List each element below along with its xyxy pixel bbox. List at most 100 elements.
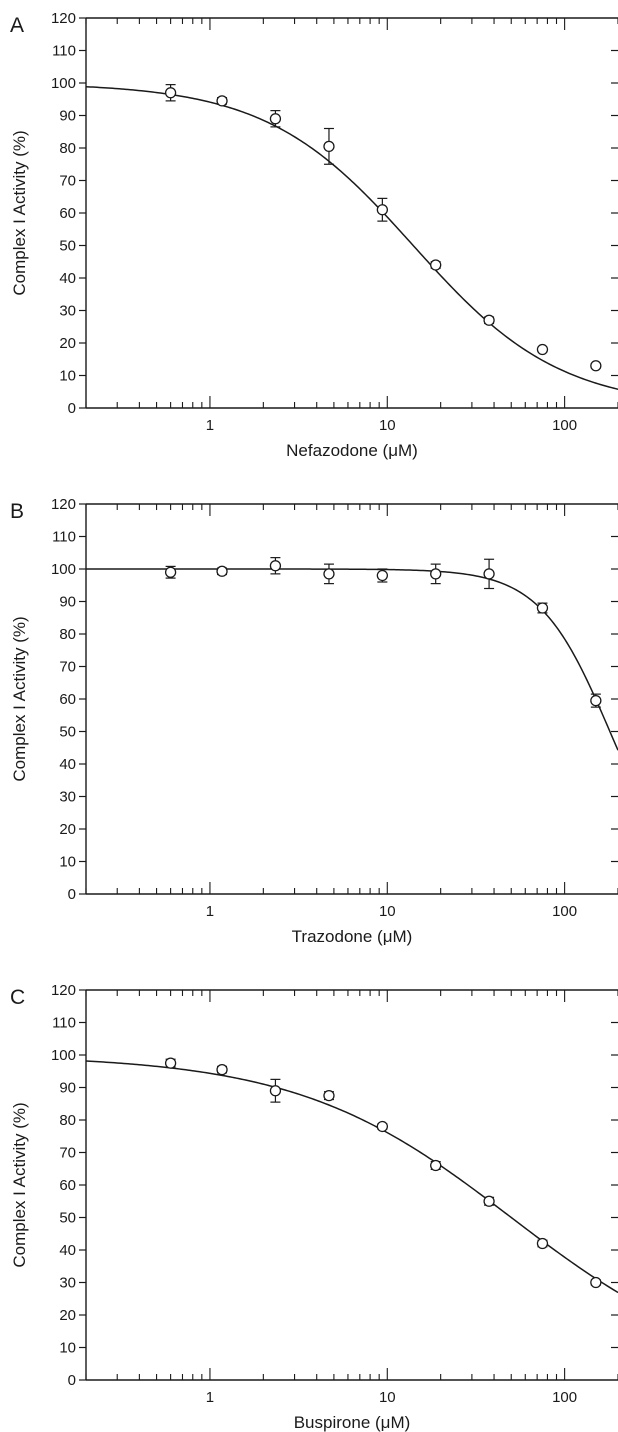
data-point [216,1063,228,1076]
y-tick-label: 120 [51,496,76,513]
x-tick-label: 1 [206,417,214,434]
data-point [216,565,228,577]
y-tick-label: 100 [51,1047,76,1064]
data-point-group [430,1159,442,1172]
fit-curve [86,1060,618,1294]
data-point [430,259,442,271]
x-axis-label: Nefazodone (μM) [286,441,418,460]
y-tick-label: 10 [59,368,76,385]
y-tick-label: 30 [59,1275,76,1292]
data-point-group [376,1120,389,1133]
data-point-group [536,1237,549,1250]
data-point-group [483,558,495,590]
fit-curve [86,568,618,751]
data-point [323,568,335,580]
y-tick-label: 0 [68,1372,76,1389]
y-tick-label: 120 [51,10,76,27]
y-tick-label: 60 [59,691,76,708]
y-tick-label: 110 [52,43,76,60]
y-tick-label: 80 [59,140,76,157]
y-tick-label: 70 [59,173,76,190]
y-tick-label: 20 [59,1307,76,1324]
data-point [376,1120,389,1133]
y-tick-label: 30 [59,303,76,320]
y-tick-label: 0 [68,886,76,903]
y-tick-label: 50 [59,724,76,741]
y-tick-label: 90 [59,108,76,125]
data-point-group [483,314,495,326]
y-tick-label: 110 [52,529,76,546]
data-point-group [590,693,602,708]
x-tick-label: 100 [552,417,577,434]
data-point-group [376,197,389,222]
data-point [323,1089,335,1102]
y-tick-label: 0 [68,400,76,417]
y-tick-label: 30 [59,789,76,806]
y-tick-label: 90 [59,594,76,611]
y-tick-label: 40 [59,270,76,287]
data-point [164,566,177,578]
data-point [269,560,282,572]
x-axis-label: Trazodone (μM) [292,927,413,946]
data-point-group [376,568,389,583]
y-tick-label: 80 [59,626,76,643]
data-point-group [269,110,282,128]
y-tick-label: 20 [59,335,76,352]
data-point-group [164,84,177,102]
y-tick-label: 70 [59,1145,76,1162]
data-point [483,568,495,580]
data-point [164,1057,177,1069]
panel-letter: C [10,986,25,1009]
data-point [536,343,549,356]
y-tick-label: 80 [59,1112,76,1129]
data-point-group [323,1089,335,1102]
data-point [590,360,602,372]
data-point-group [430,259,442,271]
data-point-group [590,360,602,372]
data-point-group [216,1063,228,1076]
data-point-group [164,1057,177,1069]
x-axis-label: Buspirone (μM) [294,1413,411,1432]
y-tick-label: 60 [59,1177,76,1194]
y-tick-label: 70 [59,659,76,676]
data-point [536,1237,549,1250]
data-point [323,140,335,153]
x-tick-label: 1 [206,1389,214,1406]
data-point [536,602,549,614]
data-point [590,1276,602,1289]
x-tick-label: 10 [379,1389,396,1406]
y-tick-label: 50 [59,238,76,255]
data-point-group [269,1078,282,1103]
data-point [216,95,228,107]
y-tick-label: 20 [59,821,76,838]
data-point [590,694,602,707]
x-tick-label: 1 [206,903,214,920]
y-tick-label: 10 [59,854,76,871]
y-axis-label: Complex I Activity (%) [10,616,29,781]
data-point [483,314,495,326]
data-point [430,1159,442,1172]
fit-curve [86,85,618,390]
x-tick-label: 10 [379,417,396,434]
data-point [269,1085,282,1097]
data-point [483,1195,495,1207]
y-tick-label: 50 [59,1210,76,1227]
data-point [376,569,389,582]
panel-letter: B [10,500,24,523]
data-point [269,113,282,125]
data-point-group [269,557,282,575]
data-point-group [323,127,335,165]
panel-letter: A [10,14,24,37]
y-tick-label: 60 [59,205,76,222]
x-tick-label: 10 [379,903,396,920]
data-point-group [483,1195,495,1207]
data-point-group [536,602,549,614]
y-tick-label: 90 [59,1080,76,1097]
data-point-group [216,95,228,107]
y-tick-label: 100 [51,75,76,92]
y-tick-label: 40 [59,1242,76,1259]
